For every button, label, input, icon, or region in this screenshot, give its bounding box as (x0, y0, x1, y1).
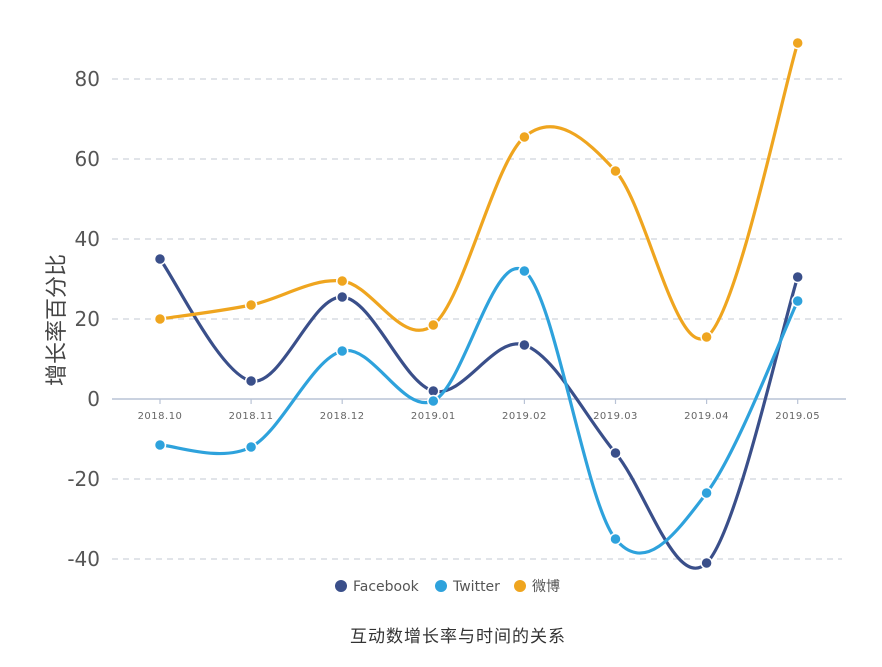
data-point-twitter[interactable] (791, 294, 804, 308)
data-point-weibo[interactable] (427, 318, 440, 332)
data-point-weibo[interactable] (244, 298, 258, 312)
x-tick-label: 2019.04 (684, 411, 729, 422)
y-tick-label: 20 (75, 307, 100, 331)
series-facebook (153, 252, 804, 570)
data-point-weibo[interactable] (153, 312, 167, 326)
legend-label: Facebook (353, 579, 420, 595)
series-weibo (153, 36, 804, 344)
data-point-facebook[interactable] (518, 338, 531, 352)
data-point-facebook[interactable] (335, 290, 349, 304)
x-tick-label: 2019.03 (593, 411, 638, 422)
y-tick-label: 60 (75, 147, 100, 171)
data-point-weibo[interactable] (791, 36, 804, 50)
y-tick-label: -20 (67, 467, 100, 491)
grid-lines (112, 78, 842, 560)
x-tick-label: 2019.01 (411, 411, 456, 422)
x-tick-label: 2018.12 (320, 411, 365, 422)
data-point-twitter[interactable] (244, 440, 258, 454)
data-point-weibo[interactable] (609, 164, 622, 178)
chart-title: 互动数增长率与时间的关系 (350, 627, 566, 647)
data-point-twitter[interactable] (609, 532, 622, 546)
legend[interactable]: Facebook Twitter 微博 (335, 578, 560, 595)
legend-item-weibo[interactable]: 微博 (514, 578, 560, 595)
y-tick-label: -40 (67, 547, 100, 571)
series-line-weibo (158, 41, 800, 341)
y-tick-labels: 80 60 40 20 0 -20 -40 (67, 67, 100, 571)
data-point-twitter[interactable] (700, 486, 713, 500)
data-point-weibo[interactable] (700, 330, 713, 344)
series-twitter (153, 264, 804, 555)
legend-marker (335, 580, 347, 592)
legend-item-facebook[interactable]: Facebook (335, 579, 420, 595)
data-point-facebook[interactable] (244, 374, 258, 388)
data-point-twitter[interactable] (518, 264, 531, 278)
legend-marker (514, 580, 526, 592)
x-tick-label: 2018.11 (229, 411, 274, 422)
legend-label: Twitter (452, 579, 500, 595)
data-point-facebook[interactable] (700, 556, 713, 570)
data-point-weibo[interactable] (518, 130, 531, 144)
x-tick-label: 2019.05 (775, 411, 820, 422)
data-point-facebook[interactable] (609, 446, 622, 460)
legend-label: 微博 (532, 578, 560, 595)
series-group (153, 36, 804, 570)
x-tick-label: 2018.10 (138, 411, 183, 422)
data-point-twitter[interactable] (427, 394, 440, 408)
data-point-weibo[interactable] (335, 274, 349, 288)
y-axis-label: 增长率百分比 (45, 254, 70, 386)
legend-item-twitter[interactable]: Twitter (435, 579, 500, 595)
y-tick-label: 40 (75, 227, 100, 251)
y-tick-label: 80 (75, 67, 100, 91)
data-point-facebook[interactable] (153, 252, 167, 266)
data-point-twitter[interactable] (335, 344, 349, 358)
x-tick-label: 2019.02 (502, 411, 547, 422)
legend-marker (435, 580, 447, 592)
data-point-twitter[interactable] (153, 438, 167, 452)
data-point-facebook[interactable] (791, 270, 804, 284)
x-tick-labels: 2018.10 2018.11 2018.12 2019.01 2019.02 2019.… (138, 399, 820, 422)
y-tick-label: 0 (87, 387, 100, 411)
